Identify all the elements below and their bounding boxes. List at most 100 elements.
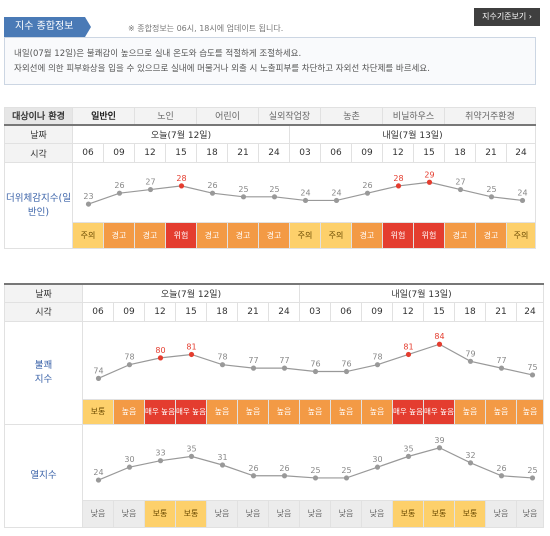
discomfort-label-line-1: 불쾌	[34, 359, 53, 371]
group-tab-farm[interactable]: 농촌	[320, 107, 383, 125]
data-point	[519, 197, 526, 204]
discomfort-level-cell: 매우 높음	[175, 398, 207, 425]
discomfort-level-cell: 높음	[113, 398, 145, 425]
group-tab-general[interactable]: 일반인	[72, 107, 135, 125]
data-point	[85, 201, 92, 207]
data-point	[467, 459, 474, 465]
time-cell: 09	[113, 301, 145, 322]
date-label: 날짜	[4, 123, 73, 144]
data-label: 78	[124, 352, 134, 361]
heat-index-level-cell: 주의	[72, 222, 104, 249]
data-point	[467, 358, 474, 364]
data-label: 27	[455, 178, 465, 187]
date-row-2: 날짜 오늘(7월 12일) 내일(7월 13일)	[4, 283, 544, 303]
time-cell: 06	[72, 143, 104, 163]
time-cell: 21	[237, 301, 269, 322]
data-label: 30	[372, 455, 382, 464]
time-cell: 15	[423, 301, 455, 322]
heat-wave-level-row: 낮음 낮음 보통 보통 낮음 낮음 낮음 낮음 낮음 낮음 보통 보통 보통 낮음 낮음	[5, 499, 544, 528]
data-point	[250, 365, 257, 371]
discomfort-level-cell: 보통	[82, 398, 114, 425]
group-tab-greenhouse[interactable]: 비닐하우스	[382, 107, 445, 125]
data-label: 26	[248, 463, 258, 472]
group-row: 대상이나 환경 일반인 노인 어린이 실외작업장 농촌 비닐하우스 취약거주환경	[4, 107, 536, 125]
discomfort-label-line-2: 지수	[34, 373, 53, 385]
tab-title[interactable]: 지수 종합정보	[4, 17, 92, 37]
group-tab-children[interactable]: 어린이	[196, 107, 259, 125]
heat-index-level-cell: 위험	[165, 222, 197, 249]
data-label: 26	[114, 181, 124, 190]
discomfort-level-cell: 높음	[454, 398, 486, 425]
time-cell: 12	[382, 143, 414, 163]
discomfort-level-cell: 매우 높음	[144, 398, 176, 425]
data-label: 24	[517, 188, 527, 197]
data-label: 25	[310, 465, 320, 474]
time-cell: 18	[206, 301, 238, 322]
date-today: 오늘(7월 12일)	[72, 123, 290, 144]
time-cell: 03	[299, 301, 331, 322]
time-cell: 21	[475, 143, 507, 163]
data-point	[405, 453, 412, 459]
heat-index-level-cell: 경고	[475, 222, 507, 249]
data-label: 77	[279, 356, 289, 365]
time-cell: 12	[144, 301, 176, 322]
data-label: 25	[486, 185, 496, 194]
data-label: 30	[124, 455, 134, 464]
data-label: 28	[176, 174, 186, 183]
update-note: ※ 종합정보는 06시, 18시에 업데이트 됩니다.	[128, 24, 284, 33]
data-point	[395, 183, 402, 189]
group-tab-vulnerable-housing[interactable]: 취약거주환경	[444, 107, 536, 125]
heat-index-level-cell: 경고	[103, 222, 135, 249]
data-point	[281, 365, 288, 371]
group-tab-outdoor-work[interactable]: 실외작업장	[258, 107, 321, 125]
data-point	[209, 190, 216, 196]
data-point	[312, 368, 319, 374]
group-tab-elderly[interactable]: 노인	[134, 107, 197, 125]
data-label: 25	[341, 465, 351, 474]
data-label: 80	[155, 345, 165, 354]
data-label: 77	[496, 356, 506, 365]
time-row: 시각 06 09 12 15 18 21 24 03 06 09 12 15 18 21 24	[4, 143, 536, 163]
time-label: 시각	[4, 143, 73, 163]
data-label: 24	[331, 188, 341, 197]
data-point	[343, 474, 350, 481]
notice-line-2: 자외선에 의한 피부화상을 입을 수 있으므로 실내에 머물거나 외출 시 노출…	[14, 64, 430, 74]
notice-box: 내일(07월 12일)은 불쾌감이 높으므로 실내 온도와 습도를 적절하게 조…	[4, 37, 536, 85]
time-cell: 06	[82, 301, 114, 322]
heat-index-level-cell: 위험	[382, 222, 414, 249]
time-cell: 06	[330, 301, 362, 322]
data-point	[405, 351, 412, 357]
heat-index-level-cell: 경고	[196, 222, 228, 249]
heat-wave-level-cell: 보통	[175, 499, 207, 528]
index-criteria-button[interactable]: 지수기준보기 ›	[474, 8, 540, 26]
discomfort-level-cell: 높음	[206, 398, 238, 425]
time-cell: 03	[289, 143, 321, 163]
discomfort-level-cell: 매우 높음	[423, 398, 455, 425]
time-cell: 09	[103, 143, 135, 163]
heat-index-level-cell: 경고	[351, 222, 383, 249]
time-cell: 18	[454, 301, 486, 322]
time-cell: 18	[196, 143, 228, 163]
discomfort-level-cell: 높음	[330, 398, 362, 425]
data-label: 39	[434, 435, 444, 444]
group-label: 대상이나 환경	[4, 107, 73, 125]
data-label: 78	[372, 352, 382, 361]
data-point	[374, 464, 381, 470]
heat-index-level-cell: 주의	[506, 222, 536, 249]
data-point	[302, 197, 309, 204]
date-label-2: 날짜	[4, 283, 83, 303]
data-label: 81	[186, 342, 196, 351]
data-point	[95, 375, 102, 381]
data-point	[436, 444, 443, 450]
heat-index-level-cell: 경고	[134, 222, 166, 249]
data-point	[374, 361, 381, 367]
time-cell: 15	[165, 143, 197, 163]
heat-wave-level-cell: 낮음	[330, 499, 362, 528]
data-label: 29	[424, 170, 434, 179]
chart-row: 더위체감지수(일반인) 23 26 27 28 26 25 25 24 24 26 28 29 27 25…	[4, 162, 536, 249]
data-point	[333, 197, 340, 204]
heat-wave-level-cell: 낮음	[237, 499, 269, 528]
heat-wave-level-cell: 낮음	[299, 499, 331, 528]
time-cell: 24	[506, 143, 536, 163]
data-point	[219, 461, 226, 468]
